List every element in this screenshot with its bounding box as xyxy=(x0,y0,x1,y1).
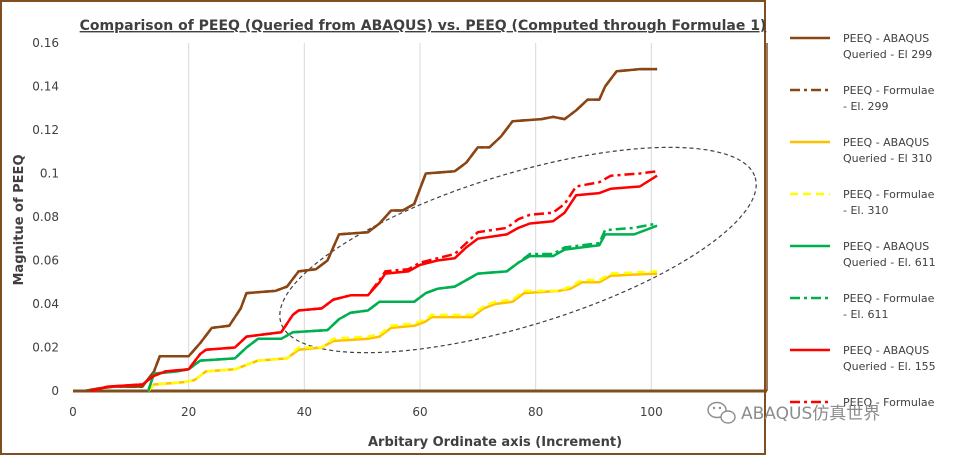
legend-label: PEEQ - Formulae xyxy=(843,84,935,97)
y-tick-label: 0.04 xyxy=(32,297,59,311)
legend-label: Queried - El. 611 xyxy=(843,256,936,269)
x-tick-label: 60 xyxy=(412,405,427,419)
series-line-1 xyxy=(84,67,658,393)
series-line-5 xyxy=(147,222,658,392)
series-line-3 xyxy=(147,270,658,392)
legend: PEEQ - ABAQUS Queried - El 299 PEEQ - Form… xyxy=(790,32,936,409)
x-tick-label: 0 xyxy=(69,405,77,419)
legend-label: PEEQ - ABAQUS xyxy=(843,344,929,357)
legend-label: PEEQ - ABAQUS xyxy=(843,32,929,45)
legend-label: PEEQ - Formulae xyxy=(843,396,935,409)
series-line-7 xyxy=(89,170,658,393)
y-tick-label: 0.02 xyxy=(32,341,59,355)
legend-label: Queried - El. 155 xyxy=(843,360,936,373)
y-tick-label: 0.08 xyxy=(32,210,59,224)
legend-label: Queried - El 299 xyxy=(843,48,932,61)
y-tick-label: 0.16 xyxy=(32,36,59,50)
legend-label: PEEQ - ABAQUS xyxy=(843,240,929,253)
watermark-text: ABAQUS仿真世界 xyxy=(741,404,880,424)
chart-title: Comparison of PEEQ (Queried from ABAQUS)… xyxy=(80,18,767,34)
y-tick-label: 0.1 xyxy=(40,167,59,181)
x-axis-title: Arbitary Ordinate axis (Increment) xyxy=(368,435,622,450)
y-tick-label: 0.12 xyxy=(32,123,59,137)
wechat-icon xyxy=(707,401,736,424)
highlight-ellipse xyxy=(279,146,757,354)
legend-label: PEEQ - ABAQUS xyxy=(843,136,929,149)
x-tick-label: 100 xyxy=(640,405,663,419)
x-tick-label: 80 xyxy=(528,405,543,419)
legend-label: - El. 310 xyxy=(843,204,888,217)
y-axis-title: Magnitue of PEEQ xyxy=(12,155,27,286)
legend-label: - El. 299 xyxy=(843,100,888,113)
y-tick-label: 0 xyxy=(51,384,59,398)
axes: 0 20 40 60 80 100 0 0.02 0.04 0.06 0.08 0.1 0.12 0.14… xyxy=(32,36,768,419)
watermark: ABAQUS仿真世界 xyxy=(707,401,880,424)
series xyxy=(84,67,658,393)
y-tick-label: 0.06 xyxy=(32,254,59,268)
x-tick-label: 40 xyxy=(297,405,312,419)
grid xyxy=(188,43,652,391)
legend-label: PEEQ - Formulae xyxy=(843,292,935,305)
legend-label: PEEQ - Formulae xyxy=(843,188,935,201)
legend-label: Queried - El 310 xyxy=(843,152,932,165)
legend-label: - El. 611 xyxy=(843,308,888,321)
x-tick-label: 20 xyxy=(181,405,196,419)
y-tick-label: 0.14 xyxy=(32,80,59,94)
